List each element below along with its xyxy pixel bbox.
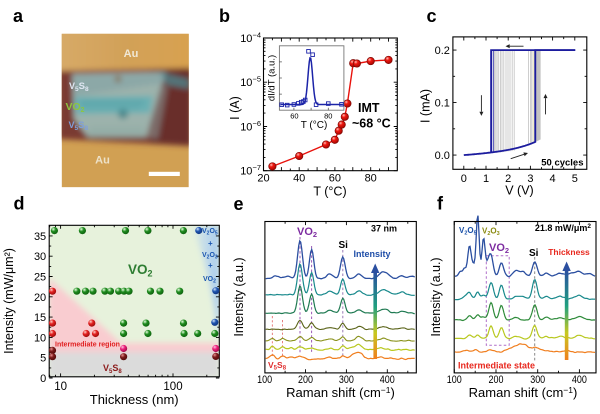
svg-text:Thickness: Thickness (548, 247, 590, 257)
svg-text:dI/dT (a.u.): dI/dT (a.u.) (267, 55, 278, 101)
svg-text:400: 400 (572, 374, 587, 386)
svg-text:V2O3: V2O3 (482, 227, 500, 238)
svg-text:10−6: 10−6 (240, 119, 261, 134)
svg-text:40: 40 (293, 173, 305, 185)
svg-text:0.1: 0.1 (435, 98, 450, 110)
svg-text:Intensity (mW/μm²): Intensity (mW/μm²) (2, 248, 16, 354)
svg-text:100: 100 (163, 381, 182, 393)
svg-text:4: 4 (550, 173, 556, 185)
svg-text:Si: Si (339, 240, 349, 251)
svg-text:V5S8: V5S8 (69, 81, 89, 93)
svg-text:60: 60 (290, 112, 298, 121)
svg-text:V5S8: V5S8 (69, 120, 89, 132)
svg-text:Thickness (nm): Thickness (nm) (90, 392, 179, 407)
svg-text:V2O3: V2O3 (202, 252, 218, 261)
svg-text:Intermediate region: Intermediate region (55, 342, 120, 349)
svg-text:a: a (13, 6, 24, 26)
svg-text:80: 80 (365, 173, 377, 185)
svg-text:0.0: 0.0 (435, 150, 450, 162)
svg-text:c: c (427, 6, 437, 26)
svg-text:VO2: VO2 (128, 262, 153, 279)
svg-text:V2O5: V2O5 (459, 226, 477, 237)
svg-text:V2O5: V2O5 (202, 228, 218, 237)
svg-text:0: 0 (40, 373, 46, 385)
svg-text:35: 35 (34, 231, 46, 243)
svg-text:b: b (219, 6, 230, 26)
svg-text:Intensity (a.u.): Intensity (a.u.) (429, 257, 443, 336)
svg-text:100: 100 (447, 374, 462, 386)
svg-text:VO2: VO2 (203, 276, 216, 285)
svg-text:15: 15 (34, 312, 46, 324)
svg-text:25: 25 (34, 272, 46, 284)
svg-text:d: d (14, 193, 25, 213)
svg-text:+: + (208, 261, 213, 270)
svg-text:Raman shift (cm−1): Raman shift (cm−1) (286, 385, 395, 400)
svg-text:50 cycles: 50 cycles (541, 158, 583, 169)
svg-text:Intensity (a.u.): Intensity (a.u.) (232, 257, 246, 336)
svg-text:21.8 mW/μm2: 21.8 mW/μm2 (535, 223, 592, 233)
svg-text:60: 60 (329, 173, 341, 185)
svg-text:V5S8: V5S8 (103, 363, 122, 375)
svg-text:10: 10 (54, 381, 67, 393)
svg-text:0.2: 0.2 (435, 45, 450, 57)
svg-text:3: 3 (527, 173, 533, 185)
svg-text:f: f (437, 193, 444, 213)
svg-text:+: + (208, 239, 213, 248)
svg-text:T (°C): T (°C) (301, 120, 328, 131)
svg-text:I (A): I (A) (228, 96, 242, 120)
svg-text:VO2: VO2 (489, 242, 509, 255)
svg-text:Intensity: Intensity (353, 249, 390, 259)
svg-text:300: 300 (339, 374, 354, 386)
svg-text:e: e (234, 194, 244, 214)
svg-text:10−5: 10−5 (240, 75, 261, 90)
svg-text:30: 30 (34, 251, 46, 263)
svg-text:200: 200 (298, 374, 313, 386)
svg-text:Au: Au (124, 48, 139, 60)
svg-text:1: 1 (483, 173, 489, 185)
svg-text:IMT: IMT (358, 101, 380, 115)
svg-text:VO2: VO2 (297, 226, 317, 239)
svg-text:100: 100 (257, 374, 272, 386)
svg-text:V5S8: V5S8 (268, 360, 287, 372)
svg-text:~68 °C: ~68 °C (352, 117, 391, 131)
svg-text:V (V): V (V) (505, 184, 533, 198)
svg-text:80: 80 (324, 112, 332, 121)
svg-text:37 nm: 37 nm (371, 224, 397, 234)
svg-text:Au: Au (95, 155, 110, 167)
svg-text:300: 300 (530, 374, 545, 386)
svg-text:Raman shift (cm−1): Raman shift (cm−1) (469, 385, 578, 400)
svg-text:2: 2 (505, 173, 511, 185)
svg-text:5: 5 (40, 353, 46, 365)
svg-text:0: 0 (461, 173, 467, 185)
svg-text:Intermediate state: Intermediate state (458, 361, 535, 371)
svg-text:20: 20 (257, 173, 269, 185)
svg-text:200: 200 (489, 374, 504, 386)
svg-text:VO2: VO2 (66, 101, 85, 114)
svg-text:20: 20 (34, 292, 46, 304)
svg-text:T (°C): T (°C) (313, 185, 346, 199)
svg-text:10−4: 10−4 (240, 31, 261, 46)
svg-text:10: 10 (34, 332, 46, 344)
svg-text:Si: Si (529, 248, 539, 259)
svg-text:I (mA): I (mA) (419, 89, 433, 123)
svg-text:5: 5 (572, 173, 578, 185)
svg-text:400: 400 (380, 374, 395, 386)
